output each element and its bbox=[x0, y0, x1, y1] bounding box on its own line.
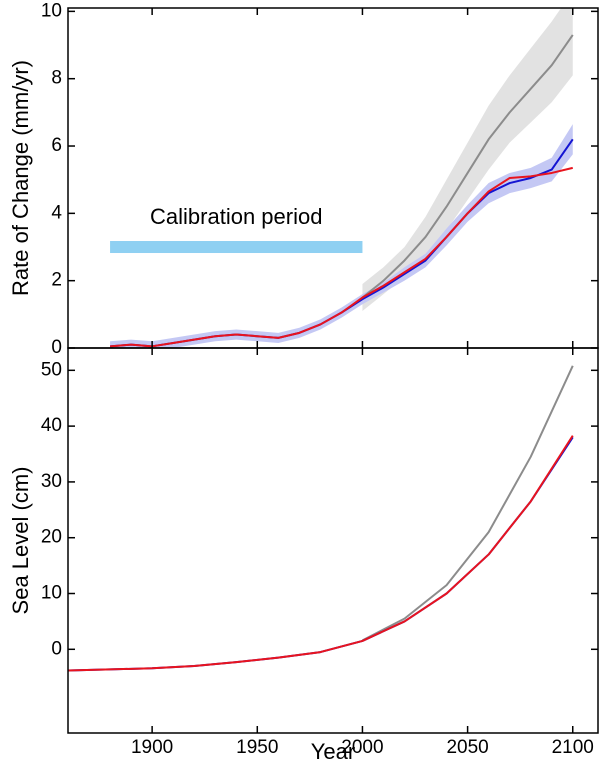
y-tick-label: 40 bbox=[41, 415, 62, 436]
series-line bbox=[109, 166, 573, 348]
confidence-band bbox=[110, 124, 573, 348]
y-tick-label: 0 bbox=[51, 337, 62, 358]
x-tick-label: 1950 bbox=[236, 737, 278, 758]
y-tick-label: 20 bbox=[41, 527, 62, 548]
plot-area bbox=[68, 365, 574, 672]
calibration-label: Calibration period bbox=[150, 204, 322, 229]
x-axis-label: Year bbox=[311, 739, 355, 764]
axes-frame bbox=[67, 347, 599, 734]
y-tick-label: 4 bbox=[51, 202, 62, 223]
y-tick-label: 30 bbox=[41, 471, 62, 492]
y-axis-label: Sea Level (cm) bbox=[8, 467, 33, 615]
y-tick-label: 8 bbox=[51, 68, 62, 89]
confidence-band bbox=[362, 8, 573, 311]
series-line bbox=[68, 435, 574, 672]
series-line bbox=[361, 34, 574, 299]
series-line bbox=[68, 436, 574, 672]
y-tick-label: 10 bbox=[41, 0, 62, 21]
calibration-bar bbox=[110, 241, 363, 254]
x-tick-label: 2050 bbox=[446, 737, 488, 758]
y-tick-label: 50 bbox=[41, 359, 62, 380]
y-tick-label: 2 bbox=[51, 270, 62, 291]
series-line bbox=[361, 365, 574, 642]
y-tick-label: 6 bbox=[51, 135, 62, 156]
y-tick-label: 10 bbox=[41, 583, 62, 604]
plot-area bbox=[109, 8, 574, 348]
x-tick-label: 2000 bbox=[341, 737, 383, 758]
x-tick-label: 2100 bbox=[552, 737, 594, 758]
y-tick-label: 0 bbox=[51, 638, 62, 659]
y-axis-label: Rate of Change (mm/yr) bbox=[8, 60, 33, 296]
x-tick-label: 1900 bbox=[131, 737, 173, 758]
